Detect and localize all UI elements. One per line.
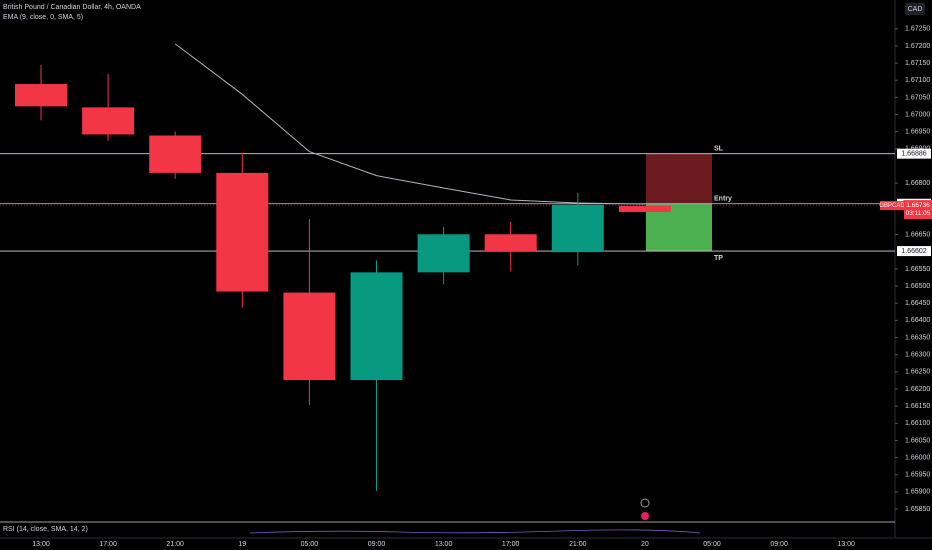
candle-body (350, 272, 403, 381)
level-name: TP (714, 255, 723, 262)
y-tick-label: 1.66050 (905, 437, 930, 444)
level-name: SL (714, 146, 724, 153)
level-price: 1.66886 (901, 151, 926, 158)
x-tick-label: 09:00 (368, 541, 386, 548)
event-icon[interactable] (640, 498, 650, 508)
level-price: 1.66602 (901, 248, 926, 255)
level-price-box (897, 148, 931, 159)
y-tick-label: 1.66450 (905, 300, 930, 307)
candle-body (82, 107, 135, 135)
candle-body (216, 172, 269, 292)
candle-body (484, 234, 537, 252)
x-tick-label: 13:00 (32, 541, 50, 548)
y-tick-label: 1.65850 (905, 506, 930, 513)
x-tick-label: 20 (641, 541, 649, 548)
candle-body (618, 205, 671, 212)
y-tick-label: 1.67100 (905, 77, 930, 84)
y-tick-label: 1.65950 (905, 472, 930, 479)
countdown: 03:11:05 (906, 210, 931, 217)
candle-body (417, 234, 470, 273)
last-price-box (904, 200, 932, 220)
candle-body (283, 292, 336, 381)
x-tick-label: 13:00 (435, 541, 453, 548)
y-tick-label: 1.66000 (905, 454, 930, 461)
event-icon[interactable] (641, 512, 649, 520)
indicator-label: EMA (9, close, 0, SMA, 5) (3, 14, 83, 21)
x-tick-label: 09:00 (770, 541, 788, 548)
y-tick-label: 1.65900 (905, 489, 930, 496)
chart-title: British Pound / Canadian Dollar, 4h, OAN… (3, 4, 141, 11)
currency: CAD (908, 6, 923, 13)
y-tick-label: 1.67150 (905, 60, 930, 67)
y-tick-label: 1.66950 (905, 129, 930, 136)
x-tick-label: 17:00 (502, 541, 520, 548)
y-tick-label: 1.66250 (905, 369, 930, 376)
candle-body (15, 84, 67, 107)
y-tick-label: 1.66100 (905, 420, 930, 427)
y-tick-label: 1.66300 (905, 352, 930, 359)
y-tick-label: 1.67250 (905, 26, 930, 33)
x-tick-label: 17:00 (99, 541, 117, 548)
y-tick-label: 1.66650 (905, 231, 930, 238)
ema-line (174, 43, 645, 205)
x-tick-label: 05:00 (301, 541, 319, 548)
last-price: 1.66736 (906, 202, 930, 209)
y-tick-label: 1.67000 (905, 111, 930, 118)
x-tick-label: 05:00 (703, 541, 721, 548)
y-tick-label: 1.67050 (905, 94, 930, 101)
x-tick-label: 21:00 (569, 541, 587, 548)
y-tick-label: 1.66800 (905, 180, 930, 187)
x-tick-label: 21:00 (166, 541, 184, 548)
y-tick-label: 1.66500 (905, 283, 930, 290)
y-tick-label: 1.66200 (905, 386, 930, 393)
symbol: GBPCAD (879, 203, 905, 209)
y-tick-label: 1.66150 (905, 403, 930, 410)
rsi-line (249, 529, 701, 534)
symbol-box (880, 201, 904, 211)
level-price-box (897, 246, 931, 257)
level-name: Entry (714, 196, 732, 203)
candle-body (551, 204, 604, 253)
y-tick-label: 1.67200 (905, 43, 930, 50)
currency-button[interactable] (905, 3, 925, 15)
risk-zone (645, 153, 712, 204)
y-tick-label: 1.66400 (905, 317, 930, 324)
x-tick-label: 13:00 (837, 541, 855, 548)
y-tick-label: 1.66550 (905, 266, 930, 273)
candle-body (149, 135, 202, 173)
x-tick-label: 19 (238, 541, 246, 548)
rsi-label: RSI (14, close, SMA, 14, 2) (3, 526, 88, 533)
y-tick-label: 1.66350 (905, 334, 930, 341)
